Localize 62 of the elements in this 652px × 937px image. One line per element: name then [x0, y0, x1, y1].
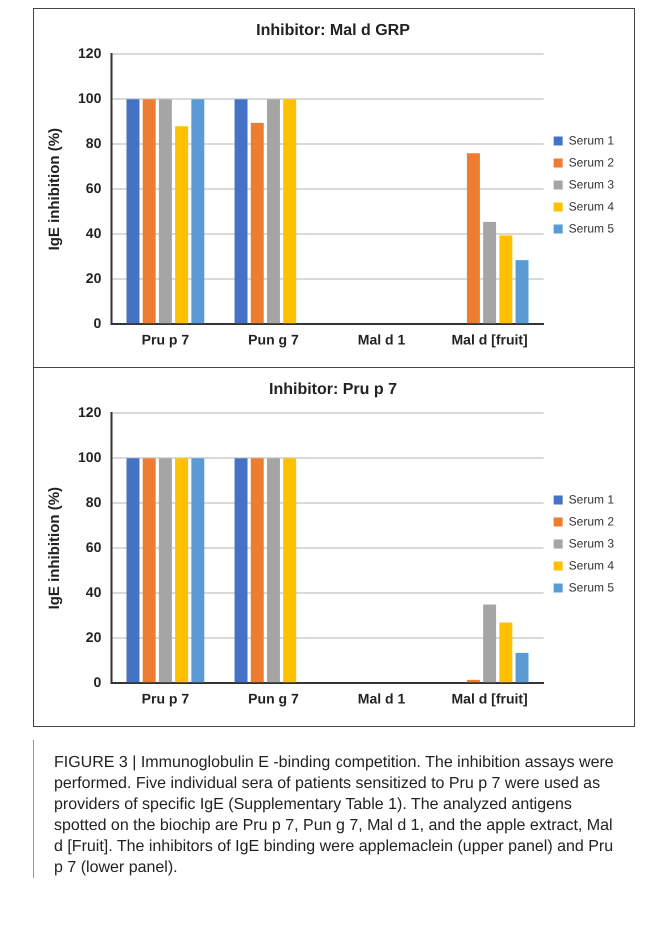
- legend-label: Serum 3: [568, 177, 614, 192]
- bar: [126, 99, 140, 324]
- x-tick-label: Pun g 7: [248, 690, 299, 706]
- bar: [234, 458, 248, 682]
- y-tick-label: 120: [78, 404, 102, 420]
- y-tick-label: 80: [86, 494, 102, 510]
- bar: [250, 122, 264, 324]
- x-tick-label: Mal d [fruit]: [452, 331, 528, 348]
- y-tick-label: 0: [94, 315, 102, 332]
- y-tick-label: 100: [78, 90, 102, 106]
- legend-label: Serum 5: [568, 221, 614, 236]
- chart-title: Inhibitor: Pru p 7: [269, 381, 398, 398]
- y-tick-label: 20: [86, 629, 102, 646]
- x-tick-label: Mal d 1: [358, 331, 406, 348]
- bar: [250, 458, 264, 682]
- bar: [483, 222, 496, 324]
- y-tick-label: 80: [86, 135, 102, 152]
- y-tick-label: 120: [78, 45, 102, 62]
- bar: [466, 153, 480, 324]
- bar: [191, 99, 204, 324]
- y-axis-title: IgE inhibition (%): [46, 128, 64, 250]
- y-tick-label: 40: [86, 225, 102, 242]
- legend-label: Serum 2: [568, 514, 614, 528]
- bar: [283, 99, 296, 324]
- bar: [266, 99, 280, 324]
- y-tick-label: 40: [86, 584, 102, 600]
- legend-label: Serum 4: [568, 199, 614, 214]
- y-tick-label: 20: [86, 270, 102, 286]
- x-tick-label: Pru p 7: [142, 331, 190, 348]
- bar: [516, 260, 529, 324]
- bar: [499, 235, 512, 324]
- x-tick-label: Mal d 1: [358, 690, 406, 706]
- legend-label: Serum 3: [568, 536, 614, 550]
- bar: [283, 458, 296, 682]
- bar: [126, 458, 140, 682]
- x-tick-label: Pun g 7: [248, 331, 299, 348]
- y-tick-label: 60: [86, 539, 102, 556]
- y-tick-label: 100: [78, 449, 102, 466]
- bar: [499, 622, 512, 682]
- bar: [158, 99, 172, 324]
- chart-title: Inhibitor: Mal d GRP: [256, 22, 410, 40]
- bar: [516, 652, 529, 682]
- legend-label: Serum 1: [568, 133, 614, 148]
- y-axis-title: IgE inhibition (%): [46, 486, 64, 610]
- bar: [158, 458, 172, 682]
- bar: [234, 99, 248, 324]
- bar: [483, 604, 496, 682]
- legend-label: Serum 2: [568, 155, 614, 170]
- x-tick-label: Mal d [fruit]: [452, 690, 528, 706]
- bar: [266, 458, 280, 682]
- caption: FIGURE 3 | Immunoglobulin E -binding competition. The inhibition assays were performed. Five individual sera of patients sensitized to Pru p 7 were used as providers of specific IgE (Supplementary Table 1). The analyzed antigens spotted on the biochip are Pru p 7, Pun g 7, Mal d 1, and the apple extract, Mal d [Fruit]. The inhibitors of IgE binding were applemaclein (upper panel) and Pru p 7 (lower panel).: [54, 753, 615, 878]
- bar: [142, 458, 156, 682]
- bar: [191, 458, 204, 682]
- legend-label: Serum 5: [568, 580, 614, 594]
- y-tick-label: 0: [94, 674, 102, 690]
- legend-label: Serum 4: [568, 558, 614, 572]
- bar: [142, 99, 156, 324]
- bar: [175, 458, 188, 682]
- legend-label: Serum 1: [568, 492, 614, 506]
- bar: [175, 126, 188, 324]
- x-tick-label: Pru p 7: [142, 690, 190, 706]
- y-tick-label: 60: [86, 180, 102, 196]
